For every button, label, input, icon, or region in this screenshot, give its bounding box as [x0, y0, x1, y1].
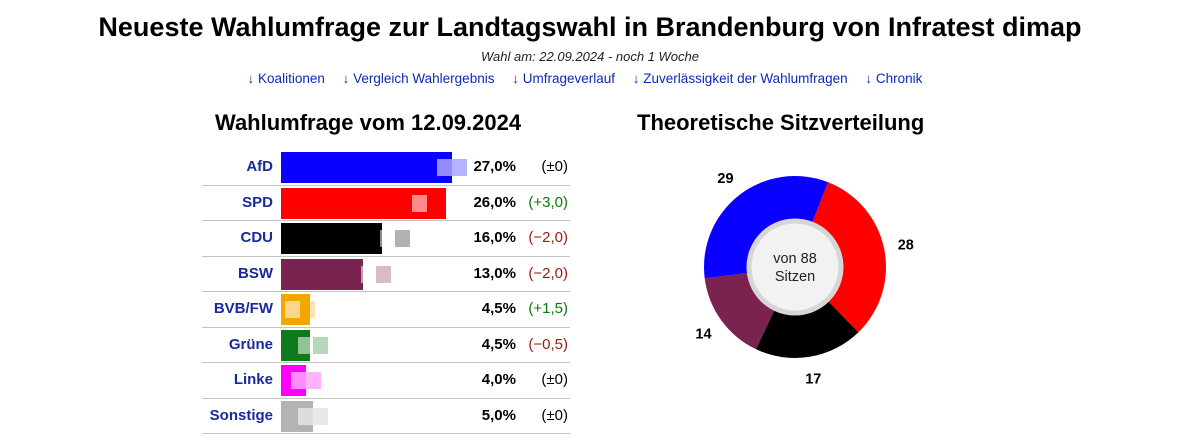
bar-track: [281, 187, 471, 219]
party-label-grüne[interactable]: Grüne: [228, 335, 273, 353]
value-label-linke: 4,0%: [481, 371, 516, 388]
nav-link-zuverlaessigkeit[interactable]: ↓ Zuverlässigkeit der Wahlumfragen: [632, 71, 848, 86]
poll-chart-title: Wahlumfrage vom 12.09.2024: [215, 110, 522, 135]
party-label-cdu[interactable]: CDU: [240, 229, 274, 246]
donut-center-label: Sitzen: [775, 269, 815, 285]
bar-track: [281, 152, 471, 183]
bar-afd: [281, 152, 452, 183]
seat-count-label-afd: 29: [717, 171, 733, 187]
bar-track: [281, 365, 471, 396]
party-label-afd[interactable]: AfD: [246, 158, 273, 175]
donut-center-label: von 88: [773, 251, 817, 267]
previous-result-marker-linke: [291, 372, 322, 389]
party-label-bsw[interactable]: BSW: [238, 264, 273, 282]
previous-result-marker-cdu: [380, 230, 410, 247]
bar-cdu: [281, 223, 383, 254]
value-label-bvb-fw: 4,5%: [481, 300, 516, 317]
election-date-subtitle: Wahl am: 22.09.2024 - noch 1 Woche: [481, 49, 699, 64]
poll-row-spd: SPD 26,0% (+3,0): [202, 186, 570, 221]
change-label-cdu: (−2,0): [528, 229, 568, 246]
seat-count-label-bsw: 14: [695, 326, 711, 342]
party-label-bvb-fw[interactable]: BVB/FW: [213, 300, 273, 317]
party-label-sonstige[interactable]: Sonstige: [209, 406, 273, 424]
poll-row-cdu: CDU 16,0% (−2,0): [202, 221, 570, 257]
change-label-linke: (±0): [541, 371, 568, 388]
poll-bar-chart: AfD 27,0% (±0) SPD 26,0% (+3,0) CDU 16,0% (−2,0)…: [202, 150, 570, 434]
seat-count-label-cdu: 17: [805, 372, 821, 388]
change-label-bsw: (−2,0): [528, 264, 568, 282]
section-nav: ↓ Koalitionen ↓ Vergleich Wahlergebnis ↓…: [0, 71, 1170, 86]
seat-slice-cdu: [755, 300, 859, 358]
previous-result-marker-grüne: [297, 336, 328, 354]
nav-link-chronik[interactable]: ↓ Chronik: [865, 71, 923, 86]
value-label-grüne: 4,5%: [481, 335, 516, 353]
change-label-bvb-fw: (+1,5): [528, 300, 568, 317]
seat-slice-afd: [704, 175, 829, 279]
poll-row-linke: Linke 4,0% (±0): [202, 363, 570, 399]
change-label-afd: (±0): [541, 158, 568, 175]
value-label-afd: 27,0%: [473, 158, 516, 175]
change-label-grüne: (−0,5): [528, 335, 568, 353]
poll-row-bsw: BSW 13,0% (−2,0): [202, 257, 570, 292]
party-label-linke[interactable]: Linke: [233, 371, 273, 388]
seat-chart-title: Theoretische Sitzverteilung: [637, 110, 925, 135]
nav-link-umfrageverlauf[interactable]: ↓ Umfrageverlauf: [512, 71, 616, 86]
poll-row-sonstige: Sonstige 5,0% (±0): [202, 399, 570, 434]
previous-result-marker-afd: [437, 159, 467, 176]
donut-hole: [746, 218, 844, 316]
nav-link-koalitionen[interactable]: ↓ Koalitionen: [247, 71, 325, 86]
seat-slice-bsw: [704, 272, 776, 350]
bar-track: [281, 294, 471, 325]
bar-track: [281, 223, 471, 254]
previous-result-marker-bsw: [361, 265, 391, 283]
page-title: Neueste Wahlumfrage zur Landtagswahl in …: [98, 12, 1082, 42]
party-label-spd[interactable]: SPD: [242, 193, 273, 211]
seat-slice-spd: [811, 182, 886, 333]
previous-result-marker-sonstige: [297, 407, 328, 425]
value-label-sonstige: 5,0%: [481, 406, 516, 424]
bar-track: [281, 258, 471, 290]
seat-count-label-spd: 28: [898, 238, 914, 254]
poll-row-afd: AfD 27,0% (±0): [202, 150, 570, 186]
bar-track: [281, 400, 471, 432]
change-label-sonstige: (±0): [541, 406, 568, 424]
previous-result-marker-spd: [411, 194, 442, 212]
value-label-bsw: 13,0%: [473, 264, 516, 282]
poll-row-grüne: Grüne 4,5% (−0,5): [202, 328, 570, 363]
value-label-cdu: 16,0%: [473, 229, 516, 246]
nav-link-vergleich[interactable]: ↓ Vergleich Wahlergebnis: [342, 71, 495, 86]
previous-result-marker-bvb-fw: [285, 301, 315, 318]
value-label-spd: 26,0%: [473, 193, 516, 211]
poll-row-bvb-fw: BVB/FW 4,5% (+1,5): [202, 292, 570, 328]
bar-track: [281, 329, 471, 361]
seat-donut-chart: 29 28 17 14 von 88 Sitzen: [695, 171, 914, 388]
change-label-spd: (+3,0): [528, 193, 568, 211]
bar-bsw: [281, 258, 364, 290]
